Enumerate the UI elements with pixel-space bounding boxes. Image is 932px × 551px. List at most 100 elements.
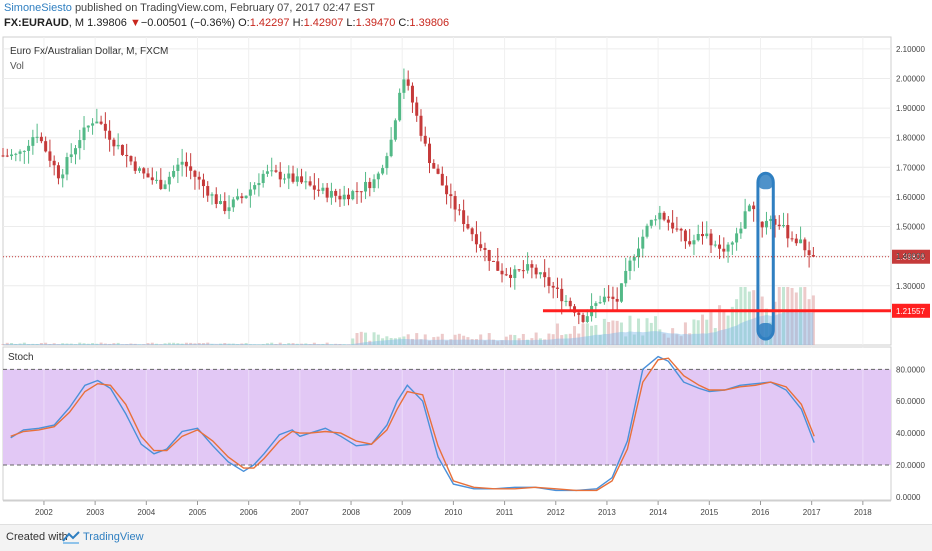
candle-body bbox=[300, 176, 304, 183]
candle-body bbox=[351, 191, 355, 200]
high-label: H: bbox=[292, 17, 304, 29]
volume-bar bbox=[615, 320, 619, 345]
candle-body bbox=[56, 165, 60, 179]
candle-body bbox=[419, 115, 423, 136]
candle-body bbox=[619, 283, 623, 302]
stoch-pane-title: Stoch bbox=[8, 352, 34, 363]
tradingview-logo-icon[interactable] bbox=[62, 530, 80, 544]
volume-bar bbox=[159, 344, 163, 345]
tradingview-brand[interactable]: TradingView bbox=[83, 531, 144, 543]
volume-bar bbox=[291, 343, 295, 345]
candle-body bbox=[641, 236, 645, 249]
candle-body bbox=[282, 178, 286, 180]
candle-body bbox=[261, 173, 265, 184]
volume-bar bbox=[120, 344, 124, 345]
candle-body bbox=[180, 161, 184, 165]
candle-body bbox=[219, 201, 223, 204]
volume-bar bbox=[146, 343, 150, 345]
volume-bar bbox=[782, 287, 786, 345]
candle-body bbox=[31, 137, 35, 146]
stoch-tick-label: 80.0000 bbox=[896, 365, 925, 374]
volume-bar bbox=[244, 343, 248, 345]
volume-bar bbox=[18, 343, 22, 345]
stoch-tick-label: 0.0000 bbox=[896, 493, 921, 502]
candle-body bbox=[95, 121, 99, 124]
volume-bar bbox=[48, 343, 52, 345]
volume-bar bbox=[666, 337, 670, 345]
volume-bar bbox=[722, 309, 726, 345]
candle-body bbox=[376, 173, 380, 180]
volume-bar bbox=[581, 323, 585, 345]
volume-bar bbox=[14, 343, 18, 345]
candle-body bbox=[585, 316, 589, 322]
candle-body bbox=[393, 120, 397, 140]
volume-bar bbox=[389, 338, 393, 345]
candle-body bbox=[295, 176, 299, 182]
time-tick-label: 2004 bbox=[137, 508, 155, 517]
candle-body bbox=[18, 151, 22, 154]
symbol[interactable]: FX:EURAUD bbox=[4, 17, 69, 29]
volume-bar bbox=[803, 287, 807, 345]
volume-bar bbox=[376, 334, 380, 345]
volume-bar bbox=[44, 342, 48, 345]
chart-area[interactable]: 1.21557 1.39806 2.10000 2.00000 1.90000 1.8… bbox=[0, 0, 932, 524]
candle-body bbox=[278, 171, 282, 180]
candle-body bbox=[125, 154, 129, 157]
candle-body bbox=[692, 240, 696, 245]
highlight-zone-cap-bottom bbox=[757, 323, 774, 339]
volume-bar bbox=[568, 333, 572, 345]
candle-body bbox=[696, 234, 700, 241]
volume-bar bbox=[304, 343, 308, 345]
volume-bar bbox=[189, 342, 193, 345]
time-tick-label: 2017 bbox=[803, 508, 821, 517]
volume-bar bbox=[282, 344, 286, 345]
candle-body bbox=[227, 207, 231, 212]
price-pane-title: Euro Fx/Australian Dollar, M, FXCM bbox=[10, 46, 168, 57]
volume-bar bbox=[112, 343, 116, 345]
candle-body bbox=[496, 261, 500, 271]
volume-bar bbox=[538, 338, 542, 345]
volume-bar bbox=[325, 342, 329, 345]
volume-bar bbox=[231, 343, 235, 345]
candle-body bbox=[538, 272, 542, 275]
volume-bar bbox=[214, 344, 218, 345]
volume-bar bbox=[632, 334, 636, 345]
candle-body bbox=[513, 269, 517, 278]
candle-body bbox=[120, 144, 124, 155]
candle-body bbox=[551, 285, 555, 288]
volume-bar bbox=[534, 332, 538, 345]
volume-bar bbox=[419, 339, 423, 345]
candle-body bbox=[487, 249, 491, 261]
candle-body bbox=[607, 296, 611, 298]
volume-bar bbox=[248, 344, 252, 345]
candle-body bbox=[760, 221, 764, 228]
volume-bar bbox=[300, 343, 304, 345]
volume-bar bbox=[236, 344, 240, 345]
close-value: 1.39806 bbox=[409, 17, 450, 29]
volume-bar bbox=[547, 333, 551, 345]
volume-bar bbox=[334, 343, 338, 345]
candle-body bbox=[402, 79, 406, 93]
volume-bar bbox=[649, 322, 653, 345]
author-link[interactable]: SimoneSiesto bbox=[4, 2, 72, 14]
volume-bar bbox=[628, 315, 632, 345]
volume-bar bbox=[398, 337, 402, 345]
candle-body bbox=[445, 185, 449, 195]
candle-body bbox=[381, 168, 385, 174]
price-tick-label: 1.80000 bbox=[896, 134, 925, 143]
candle-body bbox=[722, 248, 726, 252]
candle-body bbox=[637, 248, 641, 258]
volume-bar bbox=[381, 338, 385, 345]
volume-bar bbox=[287, 343, 291, 345]
candle-body bbox=[700, 234, 704, 237]
volume-bar bbox=[440, 333, 444, 345]
volume-bar bbox=[760, 296, 764, 345]
candle-body bbox=[428, 143, 432, 164]
volume-bar bbox=[95, 343, 99, 345]
stoch-line-k bbox=[10, 355, 815, 492]
candle-body bbox=[163, 184, 167, 189]
candle-body bbox=[270, 170, 274, 172]
last-price-tag-label: 1.39806 bbox=[896, 253, 925, 262]
candle-body bbox=[304, 181, 308, 183]
volume-bar bbox=[82, 343, 86, 345]
